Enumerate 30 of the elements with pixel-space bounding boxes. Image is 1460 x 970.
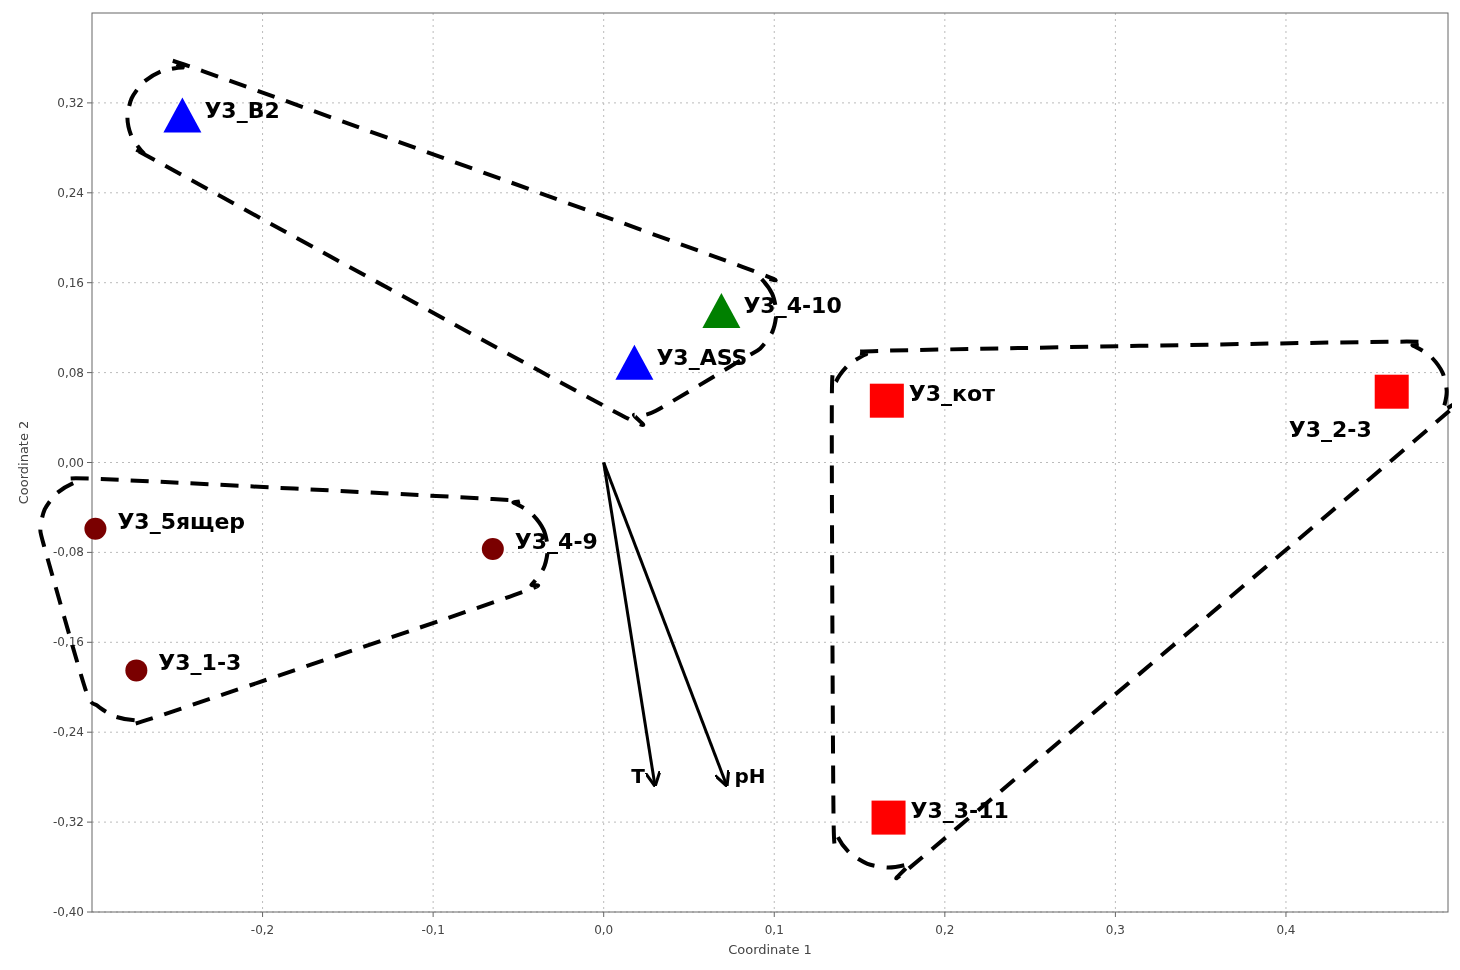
x-tick-label: 0,1 — [764, 923, 784, 937]
x-tick-label: 0,3 — [1105, 923, 1125, 937]
annotation: У3_5ящер — [117, 508, 246, 534]
y-tick-label: -0,32 — [52, 815, 84, 830]
annotation: У3_3-11 — [910, 797, 1009, 823]
y-tick-label: 0,24 — [57, 185, 84, 200]
annotation: У3_4-9 — [514, 529, 598, 555]
x-axis-title: Coordinate 1 — [728, 942, 812, 957]
x-tick-label: 0,0 — [594, 923, 614, 937]
annotation: У3_ASS — [656, 344, 748, 370]
series-label: pH — [734, 764, 766, 789]
y-tick-label: -0,40 — [52, 905, 84, 919]
annotation: У3_4-10 — [743, 293, 842, 319]
annotation: У3_1-3 — [158, 650, 242, 676]
y-tick-label: 0,16 — [57, 275, 84, 290]
annotation: У3_кот — [908, 380, 996, 406]
x-tick-label: 0,4 — [1276, 923, 1296, 937]
annotation: У3_B2 — [204, 97, 280, 123]
y-tick-label: -0,08 — [52, 545, 84, 560]
y-axis-title: Coordinate 2 — [16, 420, 31, 505]
y-tick-label: 0,08 — [57, 365, 84, 380]
series-label: T — [631, 764, 646, 789]
y-tick-label: -0,24 — [52, 725, 84, 740]
x-tick-label: 0,2 — [935, 923, 955, 937]
x-tick-label: -0,1 — [421, 923, 445, 937]
x-tick-label: -0,2 — [250, 923, 275, 937]
y-tick-label: 0,00 — [57, 455, 84, 470]
y-tick-label: -0,16 — [52, 635, 84, 650]
y-tick-label: 0,32 — [57, 95, 84, 110]
annotation: У3_2-3 — [1288, 416, 1372, 442]
